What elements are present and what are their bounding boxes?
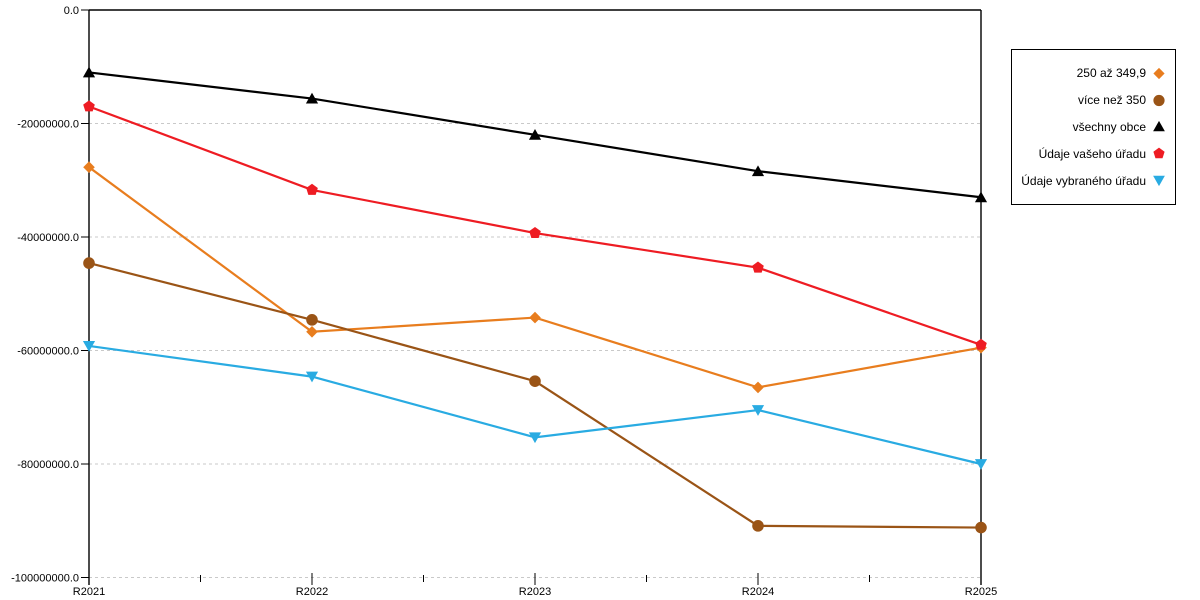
legend-label: více než 350 — [1077, 93, 1146, 108]
triangle-down-marker — [82, 341, 96, 352]
x-axis-label: R2021 — [73, 586, 105, 598]
diamond-marker — [529, 311, 541, 324]
legend-item: Údaje vybraného úřadu — [1018, 174, 1166, 187]
legend-label: všechny obce — [1072, 119, 1146, 134]
circle-marker — [83, 257, 95, 269]
circle-marker — [975, 521, 987, 534]
legend: 250 až 349,9 více než 350 všechny obce Ú… — [1011, 49, 1176, 205]
legend-item: 250 až 349,9 — [1018, 67, 1166, 80]
pentagon-marker — [975, 338, 987, 350]
triangle-down-icon — [1153, 175, 1165, 187]
circle-marker — [529, 375, 541, 387]
triangle-down-marker — [751, 405, 765, 416]
series-line — [88, 344, 982, 466]
circle-glyph — [1153, 94, 1165, 106]
series-line — [88, 166, 982, 389]
y-axis-label: -100000000.0 — [11, 572, 79, 584]
x-axis-label: R2024 — [742, 586, 774, 598]
pentagon-glyph — [1153, 147, 1165, 159]
diamond-glyph — [1153, 67, 1165, 79]
legend-item: Údaje vašeho úřadu — [1018, 147, 1166, 160]
triangle-up-marker — [751, 165, 765, 177]
y-axis-label: -20000000.0 — [17, 118, 79, 130]
triangle-up-marker — [305, 92, 319, 104]
triangle-down-glyph — [1153, 175, 1165, 187]
pentagon-marker — [306, 183, 318, 195]
pentagon-marker — [752, 261, 764, 273]
diamond-marker — [752, 381, 764, 394]
diamond-marker — [306, 325, 318, 338]
pentagon-marker — [83, 100, 95, 112]
triangle-up-glyph — [1153, 121, 1165, 132]
legend-label: 250 až 349,9 — [1076, 66, 1146, 81]
y-axis-label: -80000000.0 — [17, 459, 79, 471]
pentagon-marker — [529, 226, 541, 238]
diamond-icon — [1153, 67, 1165, 79]
legend-label: Údaje vašeho úřadu — [1038, 146, 1146, 161]
x-axis-label: R2023 — [519, 586, 551, 598]
y-axis-label: -60000000.0 — [17, 345, 79, 357]
x-axis-label: R2025 — [965, 586, 997, 598]
legend-label: Údaje vybraného úřadu — [1021, 173, 1146, 188]
triangle-up-marker — [528, 129, 542, 140]
legend-item: více než 350 — [1018, 94, 1166, 107]
triangle-up-marker — [82, 66, 96, 78]
x-axis-label: R2022 — [296, 586, 328, 598]
series-line — [88, 262, 982, 529]
triangle-down-marker — [974, 459, 988, 470]
y-axis-label: -40000000.0 — [17, 232, 79, 244]
circle-marker — [306, 314, 318, 326]
circle-marker — [752, 520, 764, 532]
legend-item: všechny obce — [1018, 120, 1166, 133]
diamond-marker — [83, 161, 95, 173]
y-axis-label: 0.0 — [64, 5, 79, 17]
series-line — [88, 105, 982, 346]
circle-icon — [1153, 94, 1165, 106]
triangle-down-marker — [305, 371, 319, 383]
pentagon-icon — [1153, 147, 1165, 159]
triangle-up-icon — [1153, 121, 1165, 132]
triangle-down-marker — [528, 432, 542, 444]
triangle-up-marker — [974, 191, 988, 203]
